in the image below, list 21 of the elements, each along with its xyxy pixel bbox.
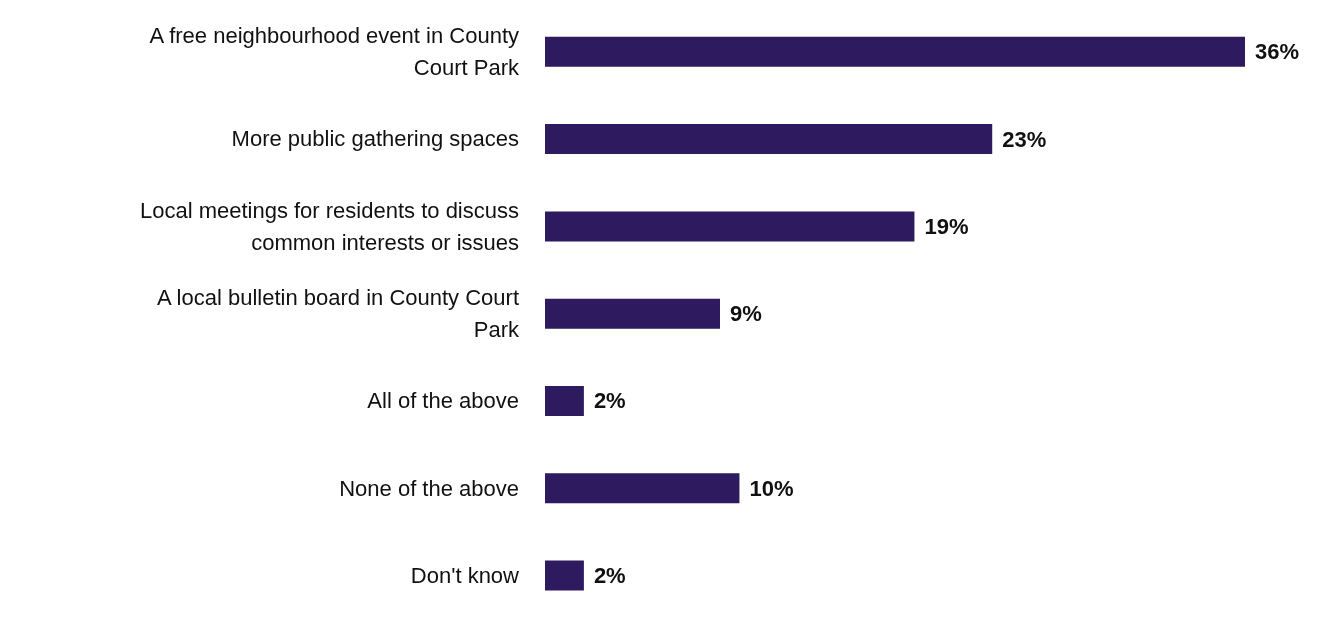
y-tick-label: A free neighbourhood event in County Court Park — [149, 23, 520, 81]
bar — [545, 560, 584, 591]
bar — [545, 298, 720, 329]
data-label: 19% — [924, 213, 969, 239]
y-tick-label: None of the above — [339, 475, 519, 501]
y-tick-label: More public gathering spaces — [231, 126, 519, 152]
y-tick-label: A local bulletin board in County Court Park — [157, 285, 520, 342]
bar — [545, 124, 993, 155]
bar — [545, 211, 915, 242]
data-label: 10% — [749, 475, 794, 501]
y-tick-label: Local meetings for residents to discuss common interests or issues — [139, 197, 519, 255]
y-tick-label: All of the above — [367, 388, 519, 414]
data-label: 23% — [1002, 126, 1047, 152]
data-label: 9% — [730, 301, 762, 327]
data-label: 2% — [593, 563, 626, 589]
y-tick-label: Don't know — [410, 562, 520, 588]
bar — [545, 473, 740, 504]
bar — [545, 36, 1245, 67]
data-label: 36% — [1255, 39, 1300, 65]
data-label: 2% — [593, 388, 626, 414]
bar — [545, 385, 584, 416]
